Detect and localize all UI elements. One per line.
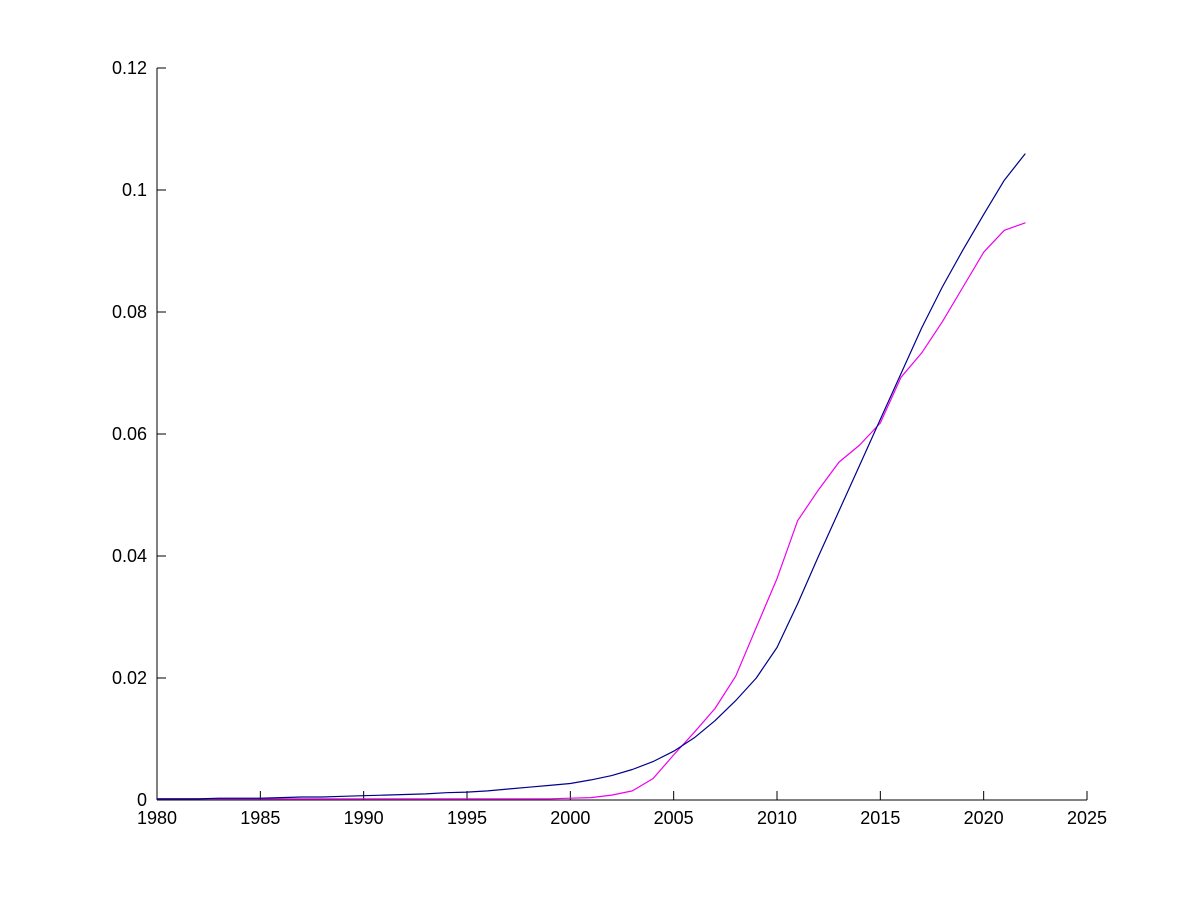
x-tick-label: 2005 <box>654 808 694 828</box>
x-tick-label: 2000 <box>550 808 590 828</box>
magenta-series-line <box>156 222 1026 800</box>
y-tick-label: 0.06 <box>112 424 147 444</box>
x-tick-label: 2015 <box>860 808 900 828</box>
y-tick-label: 0.04 <box>112 546 147 566</box>
x-tick-label: 2020 <box>964 808 1004 828</box>
y-tick-label: 0.1 <box>122 180 147 200</box>
x-tick-label: 2010 <box>757 808 797 828</box>
x-tick-label: 1995 <box>447 808 487 828</box>
x-tick-label: 1985 <box>240 808 280 828</box>
x-tick-label: 1990 <box>344 808 384 828</box>
y-tick-label: 0.12 <box>112 58 147 78</box>
x-tick-label: 1980 <box>137 808 177 828</box>
y-tick-label: 0.02 <box>112 668 147 688</box>
y-tick-label: 0 <box>137 790 147 810</box>
y-tick-label: 0.08 <box>112 302 147 322</box>
navy-series-line <box>156 153 1026 800</box>
x-tick-label: 2025 <box>1067 808 1107 828</box>
